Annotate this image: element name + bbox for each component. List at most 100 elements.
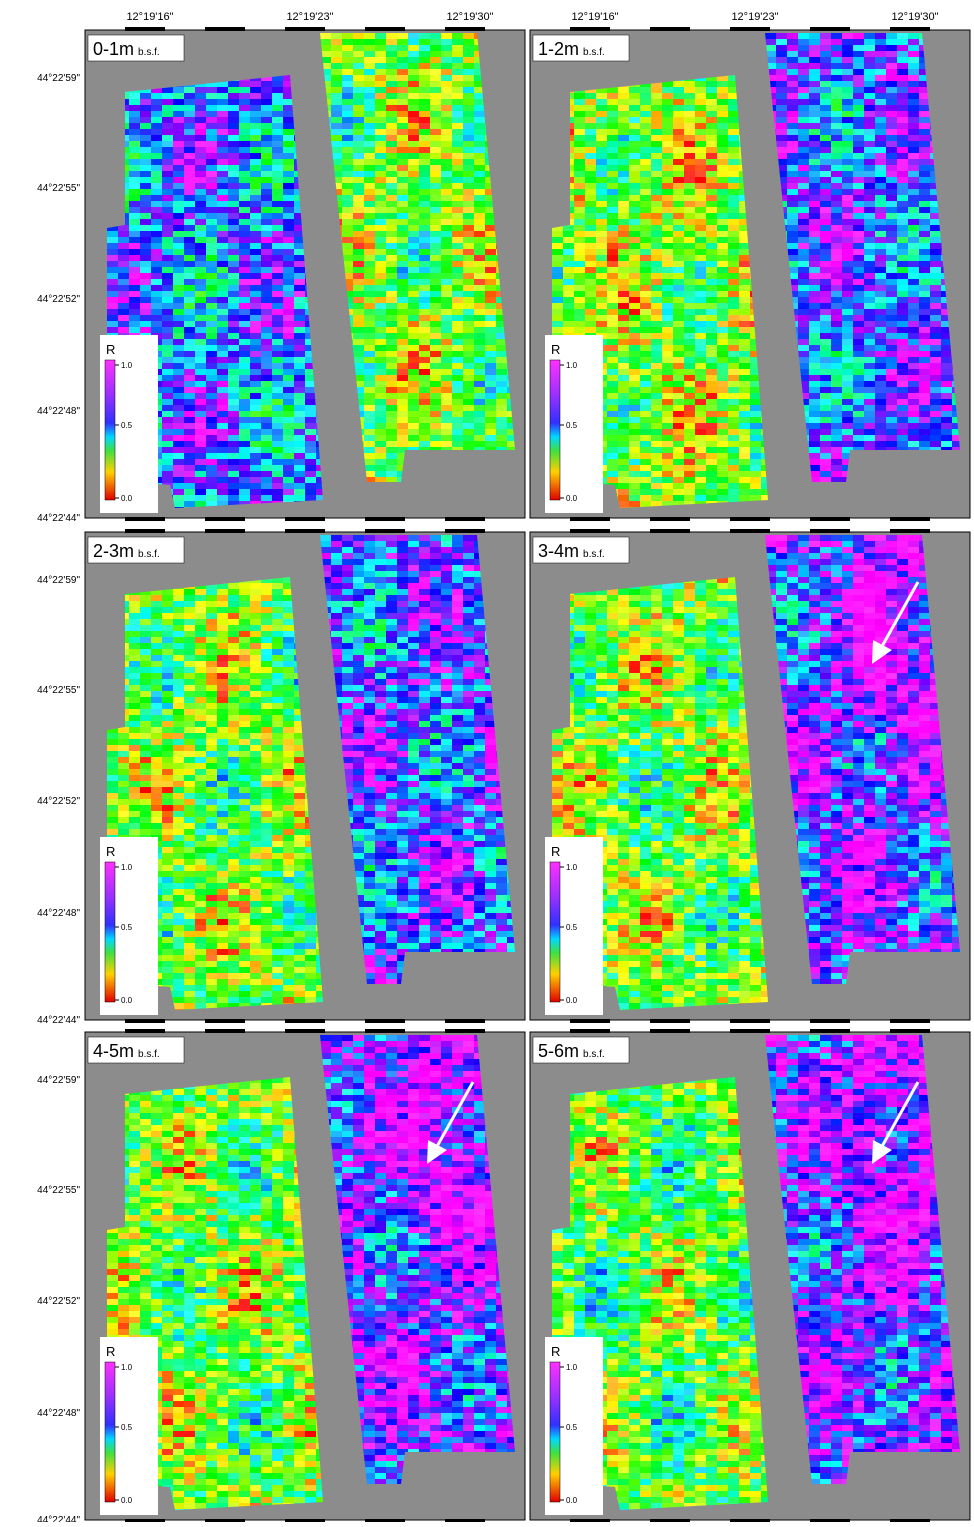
reflectivity-cell xyxy=(118,315,130,322)
reflectivity-cell xyxy=(930,243,942,250)
reflectivity-cell xyxy=(607,477,619,484)
reflectivity-cell xyxy=(875,171,887,178)
reflectivity-cell xyxy=(750,471,762,478)
reflectivity-cell xyxy=(294,483,306,490)
reflectivity-cell xyxy=(272,303,284,310)
reflectivity-cell xyxy=(651,483,663,490)
reflectivity-cell xyxy=(250,327,262,334)
reflectivity-cell xyxy=(919,237,931,244)
reflectivity-cell xyxy=(640,381,652,388)
reflectivity-cell xyxy=(607,141,619,148)
reflectivity-cell xyxy=(419,273,431,280)
reflectivity-cell xyxy=(717,483,729,490)
reflectivity-cell xyxy=(662,297,674,304)
reflectivity-cell xyxy=(305,453,317,460)
reflectivity-cell xyxy=(331,33,343,40)
reflectivity-cell xyxy=(250,285,262,292)
reflectivity-cell xyxy=(173,339,185,346)
reflectivity-cell xyxy=(640,387,652,394)
reflectivity-cell xyxy=(375,213,387,220)
reflectivity-cell xyxy=(129,165,141,172)
reflectivity-cell xyxy=(184,321,196,328)
reflectivity-cell xyxy=(375,261,387,268)
reflectivity-cell xyxy=(776,105,788,112)
reflectivity-cell xyxy=(217,117,229,124)
reflectivity-cell xyxy=(798,123,810,130)
reflectivity-cell xyxy=(662,177,674,184)
reflectivity-cell xyxy=(919,189,931,196)
reflectivity-cell xyxy=(728,135,740,142)
reflectivity-cell xyxy=(574,153,586,160)
reflectivity-cell xyxy=(474,255,486,262)
reflectivity-cell xyxy=(897,159,909,166)
reflectivity-cell xyxy=(408,309,420,316)
reflectivity-cell xyxy=(728,243,740,250)
reflectivity-cell xyxy=(875,123,887,130)
reflectivity-cell xyxy=(250,441,262,448)
reflectivity-cell xyxy=(305,435,317,442)
reflectivity-cell xyxy=(452,381,464,388)
reflectivity-cell xyxy=(496,381,508,388)
reflectivity-cell xyxy=(629,153,641,160)
reflectivity-cell xyxy=(118,303,130,310)
reflectivity-cell xyxy=(908,129,920,136)
reflectivity-cell xyxy=(673,183,685,190)
reflectivity-cell xyxy=(596,297,608,304)
reflectivity-cell xyxy=(375,123,387,130)
reflectivity-cell xyxy=(206,309,218,316)
reflectivity-cell xyxy=(706,129,718,136)
reflectivity-cell xyxy=(662,303,674,310)
reflectivity-cell xyxy=(607,237,619,244)
reflectivity-cell xyxy=(228,267,240,274)
reflectivity-cell xyxy=(408,327,420,334)
reflectivity-cell xyxy=(864,135,876,142)
reflectivity-cell xyxy=(651,465,663,472)
reflectivity-cell xyxy=(140,153,152,160)
reflectivity-cell xyxy=(864,183,876,190)
reflectivity-cell xyxy=(875,195,887,202)
reflectivity-cell xyxy=(375,291,387,298)
reflectivity-cell xyxy=(441,255,453,262)
reflectivity-cell xyxy=(375,195,387,202)
reflectivity-cell xyxy=(585,213,597,220)
depth-label: 0-1m xyxy=(93,39,134,59)
reflectivity-cell xyxy=(419,171,431,178)
reflectivity-cell xyxy=(173,135,185,142)
reflectivity-cell xyxy=(408,231,420,238)
reflectivity-cell xyxy=(107,273,119,280)
reflectivity-cell xyxy=(684,393,696,400)
reflectivity-cell xyxy=(607,393,619,400)
reflectivity-cell xyxy=(353,261,365,268)
reflectivity-cell xyxy=(107,291,119,298)
reflectivity-cell xyxy=(250,465,262,472)
reflectivity-cell xyxy=(283,489,295,496)
reflectivity-cell xyxy=(875,225,887,232)
reflectivity-cell xyxy=(618,135,630,142)
reflectivity-cell xyxy=(651,153,663,160)
reflectivity-cell xyxy=(739,423,751,430)
reflectivity-cell xyxy=(283,297,295,304)
reflectivity-cell xyxy=(651,225,663,232)
reflectivity-cell xyxy=(585,201,597,208)
reflectivity-cell xyxy=(607,345,619,352)
reflectivity-cell xyxy=(430,219,442,226)
reflectivity-cell xyxy=(651,201,663,208)
reflectivity-cell xyxy=(695,465,707,472)
reflectivity-cell xyxy=(162,471,174,478)
reflectivity-cell xyxy=(173,453,185,460)
reflectivity-cell xyxy=(629,123,641,130)
reflectivity-cell xyxy=(728,183,740,190)
reflectivity-cell xyxy=(375,159,387,166)
reflectivity-cell xyxy=(809,135,821,142)
reflectivity-cell xyxy=(474,159,486,166)
reflectivity-cell xyxy=(485,255,497,262)
reflectivity-cell xyxy=(283,315,295,322)
reflectivity-cell xyxy=(574,159,586,166)
reflectivity-cell xyxy=(239,99,251,106)
reflectivity-cell xyxy=(239,345,251,352)
reflectivity-cell xyxy=(364,345,376,352)
reflectivity-cell xyxy=(217,255,229,262)
reflectivity-cell xyxy=(864,69,876,76)
reflectivity-cell xyxy=(140,273,152,280)
reflectivity-cell xyxy=(419,147,431,154)
